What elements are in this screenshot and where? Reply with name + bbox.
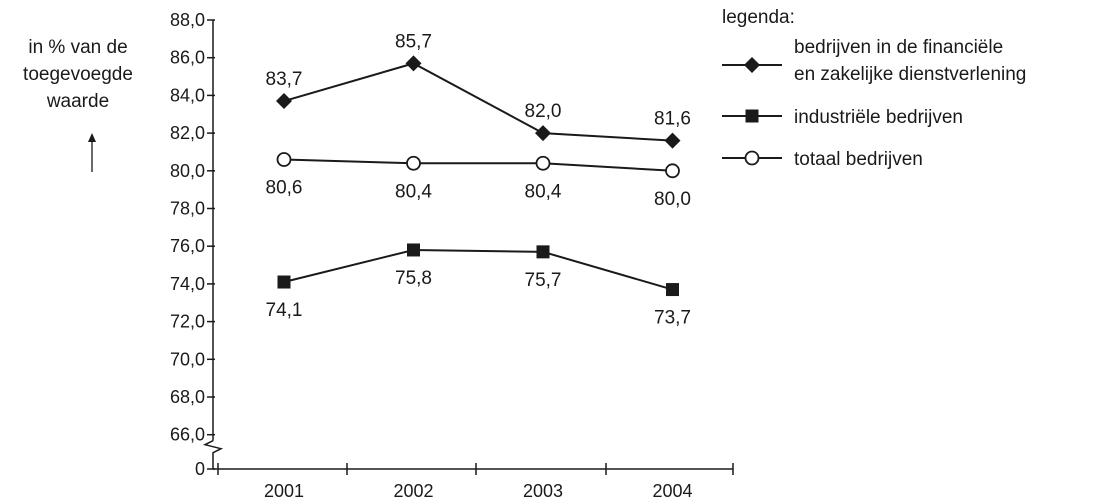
y-tick-label: 74,0 (170, 274, 205, 294)
axes (202, 20, 733, 470)
y-axis-label-line: toegevoegde (23, 64, 133, 85)
y-axis-label-line: waarde (46, 91, 109, 112)
series-square: 74,1 75,8 75,7 73,7 (266, 243, 691, 329)
y-tick-label: 88,0 (170, 10, 205, 30)
series-layer: 83,7 85,7 82,0 81,6 74,1 75,8 75,7 73,7 80,6 80,4… (266, 31, 691, 328)
data-point (665, 163, 680, 179)
data-point (535, 155, 551, 171)
data-label: 82,0 (525, 101, 562, 122)
data-label: 80,4 (395, 181, 432, 202)
y-axis-break (202, 440, 224, 469)
data-point (536, 245, 550, 259)
y-tick-label: 66,0 (170, 425, 205, 445)
series-line (283, 248, 673, 291)
data-label: 83,7 (266, 69, 303, 90)
data-label: 75,8 (395, 268, 432, 289)
x-ticks: 2001 2002 2003 2004 (217, 463, 734, 499)
legend-title: legenda: (722, 7, 795, 28)
x-tick-label: 2002 (393, 481, 433, 499)
data-point (406, 155, 421, 171)
data-point (277, 275, 291, 289)
y-tick-label: 78,0 (170, 199, 205, 219)
series-diamond: 83,7 85,7 82,0 81,6 (266, 31, 691, 149)
data-label: 85,7 (395, 31, 432, 52)
y-tick-label: 68,0 (170, 387, 205, 407)
y-axis-label-line: in % van de (28, 37, 127, 58)
up-arrow-head-icon (88, 133, 96, 142)
x-tick-label: 2004 (652, 481, 692, 499)
data-point (276, 93, 292, 110)
data-point (666, 283, 679, 297)
data-label: 80,6 (266, 177, 303, 198)
series-circle: 80,6 80,4 80,4 80,0 (266, 152, 691, 210)
y-tick-label: 76,0 (170, 236, 205, 256)
legend: legenda: bedrijven in de financiële en zak… (722, 7, 1026, 170)
data-point (664, 132, 681, 149)
y-tick-label: 72,0 (170, 312, 205, 332)
series-line (283, 158, 673, 172)
legend-label: totaal bedrijven (794, 149, 923, 170)
y-tick-label: 84,0 (170, 85, 205, 105)
data-label: 73,7 (654, 308, 691, 329)
legend-entry-circle: totaal bedrijven (722, 149, 923, 170)
data-label: 80,0 (654, 189, 691, 210)
data-point (535, 125, 551, 142)
legend-label: industriële bedrijven (794, 107, 963, 128)
data-label: 81,6 (654, 109, 691, 130)
x-tick-label: 2001 (264, 481, 304, 499)
series-line (283, 62, 673, 142)
y-tick-label: 86,0 (170, 48, 205, 68)
data-point (407, 243, 420, 257)
y-ticks: 0 66,0 68,0 70,0 72,0 74,0 76,0 78,0 80,0 82,0 84,… (170, 10, 215, 479)
legend-marker (745, 109, 759, 123)
data-point (276, 152, 292, 167)
legend-label: en zakelijke dienstverlening (794, 64, 1026, 85)
legend-entry-square: industriële bedrijven (722, 107, 963, 128)
legend-marker (744, 150, 760, 166)
legend-marker (744, 57, 760, 73)
legend-entry-diamond: bedrijven in de financiële en zakelijke d… (722, 37, 1026, 85)
x-tick-label: 2003 (523, 481, 563, 499)
y-tick-label: 82,0 (170, 123, 205, 143)
data-label: 74,1 (266, 300, 303, 321)
data-point (405, 55, 422, 72)
y-tick-label: 0 (195, 459, 205, 479)
y-axis-label: in % van de toegevoegde waarde (23, 37, 133, 172)
data-label: 80,4 (525, 181, 562, 202)
data-label: 75,7 (525, 270, 562, 291)
y-tick-label: 70,0 (170, 349, 205, 369)
legend-label: bedrijven in de financiële (794, 37, 1003, 58)
y-tick-label: 80,0 (170, 161, 205, 181)
